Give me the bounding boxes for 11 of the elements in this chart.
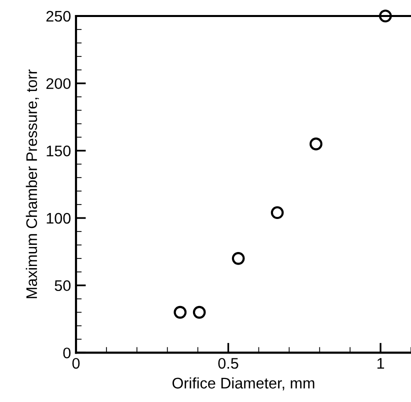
x-tick-label: 0.5 (218, 358, 238, 369)
x-axis-title: Orifice Diameter, mm (172, 377, 314, 390)
y-tick-label: 50 (54, 280, 71, 292)
y-axis-title: Maximum Chamber Pressure, torr (26, 70, 39, 298)
x-tick-label: 0 (72, 358, 80, 369)
y-tick-label: 200 (46, 78, 71, 90)
y-tick-label: 0 (63, 348, 71, 358)
x-tick-label: 1 (377, 358, 384, 369)
y-tick-label: 250 (46, 10, 71, 22)
y-tick-label: 150 (46, 146, 71, 156)
y-tick-label: 100 (46, 212, 71, 224)
